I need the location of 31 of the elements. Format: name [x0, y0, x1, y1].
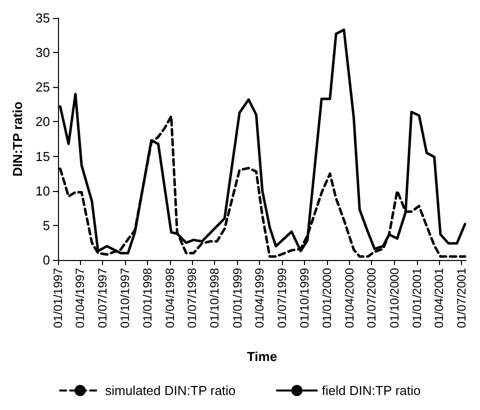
x-tick-label: 01/07/1997: [95, 268, 110, 328]
x-tick-label: 01/07/2000: [364, 268, 379, 328]
x-tick-label: 01/07/1999: [274, 268, 289, 328]
y-tick-label: 35: [36, 10, 50, 26]
x-axis-title: Time: [246, 349, 278, 364]
y-tick-label: 10: [36, 183, 50, 198]
legend-label: field DIN:TP ratio: [322, 383, 421, 398]
x-tick-label: 01/10/1999: [297, 268, 312, 328]
y-tick-label: 20: [36, 114, 50, 130]
x-tick-label: 01/04/1997: [73, 268, 88, 328]
legend-label: simulated DIN:TP ratio: [105, 383, 236, 398]
y-tick-label: 0: [42, 252, 50, 268]
x-tick-label: 01/04/1998: [162, 268, 177, 328]
x-tick-label: 01/01/1999: [230, 268, 244, 328]
x-tick-label: 01/01/1998: [140, 268, 155, 328]
y-tick-label: 5: [42, 218, 50, 233]
x-tick-label: 01/07/2001: [454, 268, 468, 328]
x-tick-label: 01/10/2000: [387, 268, 402, 328]
x-tick-label: 01/04/1999: [252, 268, 266, 328]
y-tick-label: 15: [36, 148, 50, 164]
x-tick-label: 01/10/1997: [118, 268, 132, 328]
x-tick-label: 01/10/1998: [208, 268, 222, 328]
x-tick-label: 01/01/1997: [51, 268, 65, 328]
x-tick-label: 01/07/1998: [185, 268, 200, 328]
x-tick-label: 01/04/2000: [342, 268, 356, 328]
y-tick-label: 30: [36, 45, 50, 60]
x-tick-label: 01/01/2001: [410, 268, 424, 328]
y-tick-label: 25: [36, 80, 50, 95]
x-tick-label: 01/04/2001: [432, 268, 446, 328]
y-axis-title: DIN:TP ratio: [10, 102, 25, 176]
x-tick-label: 01/01/2000: [320, 268, 334, 328]
